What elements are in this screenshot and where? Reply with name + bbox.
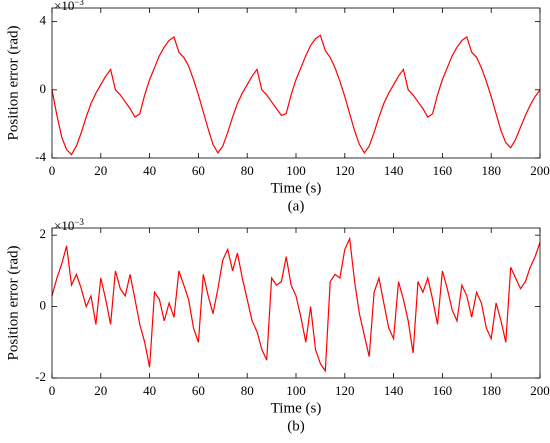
x-axis-label: Time (s)	[271, 400, 322, 416]
y-tick-label: 0	[40, 81, 47, 96]
x-tick-label: 60	[192, 383, 205, 398]
x-tick-label: 60	[192, 163, 205, 178]
x-tick-label: 80	[241, 383, 254, 398]
data-line	[51, 34, 541, 156]
y-tick-label: -2	[35, 369, 46, 384]
axis-multiplier: ×10−3	[54, 217, 84, 233]
x-axis-label: Time (s)	[271, 180, 322, 196]
y-axis-label: Position error (rad)	[5, 26, 21, 141]
y-tick-label: -4	[35, 149, 46, 164]
axes-frame	[51, 7, 541, 159]
multiplier-exponent: −3	[74, 0, 84, 7]
x-tick-label: 160	[433, 163, 453, 178]
x-tick-label: 140	[384, 383, 404, 398]
y-axis-label: Position error (rad)	[5, 246, 21, 361]
multiplier-exponent: −3	[74, 217, 84, 227]
x-tick-label: 180	[481, 383, 501, 398]
x-tick-label: 100	[286, 163, 306, 178]
x-tick-label: 180	[481, 163, 501, 178]
x-tick-label: 80	[241, 163, 254, 178]
x-tick-label: 200	[530, 163, 550, 178]
x-tick-label: 0	[49, 383, 56, 398]
y-tick-label: 4	[40, 13, 47, 28]
x-tick-label: 20	[94, 163, 107, 178]
x-tick-label: 100	[286, 383, 306, 398]
x-tick-label: 0	[49, 163, 56, 178]
caption: (b)	[287, 418, 305, 434]
x-tick-label: 120	[335, 163, 355, 178]
multiplier-base: ×10	[54, 0, 74, 13]
multiplier-base: ×10	[54, 218, 74, 233]
data-line	[51, 236, 541, 373]
x-tick-label: 40	[143, 383, 156, 398]
x-tick-label: 20	[94, 383, 107, 398]
y-tick-label: 2	[40, 226, 47, 241]
x-tick-label: 120	[335, 383, 355, 398]
y-tick-label: 0	[40, 298, 47, 313]
x-tick-label: 200	[530, 383, 550, 398]
x-tick-label: 140	[384, 163, 404, 178]
x-tick-label: 40	[143, 163, 156, 178]
axes-frame	[51, 227, 541, 379]
axis-multiplier: ×10−3	[54, 0, 84, 13]
x-tick-label: 160	[433, 383, 453, 398]
caption: (a)	[288, 198, 305, 214]
